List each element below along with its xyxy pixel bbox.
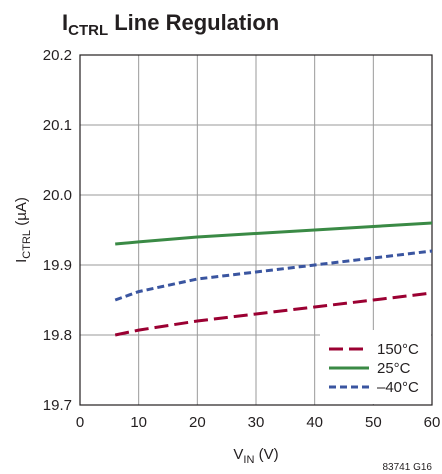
chart-title-subscript: CTRL <box>68 22 108 39</box>
y-tick-label: 19.7 <box>43 397 72 414</box>
figure-id: 83741 G16 <box>383 462 433 473</box>
legend-label: 150°C <box>377 341 419 358</box>
y-axis-label-rest: (µA) <box>13 197 30 230</box>
y-tick-label: 20.1 <box>43 117 72 134</box>
data-series <box>114 221 433 337</box>
series-line <box>114 291 433 337</box>
plot-frame <box>79 54 433 406</box>
y-axis-label-main: I <box>13 259 30 263</box>
series-line <box>115 221 433 246</box>
y-tick-label: 20.2 <box>43 47 72 64</box>
x-tick-label: 40 <box>306 414 323 431</box>
y-axis-ticks: 19.7 19.8 19.9 20.0 20.1 20.2 <box>43 47 72 414</box>
y-tick-label: 20.0 <box>43 187 72 204</box>
x-axis-ticks: 0 10 20 30 40 50 60 <box>76 414 441 431</box>
y-tick-label: 19.9 <box>43 257 72 274</box>
x-tick-label: 50 <box>365 414 382 431</box>
x-tick-label: 20 <box>189 414 206 431</box>
x-axis-label-rest: (V) <box>254 446 278 463</box>
x-tick-label: 30 <box>248 414 265 431</box>
chart-title: ICTRL Line Regulation <box>62 10 279 39</box>
y-tick-label: 19.8 <box>43 327 72 344</box>
x-axis-label-subscript: IN <box>243 454 254 466</box>
legend: 150°C 25°C –40°C <box>329 341 419 396</box>
legend-label: –40°C <box>377 379 419 396</box>
chart-title-rest: Line Regulation <box>108 10 279 35</box>
legend-label: 25°C <box>377 360 411 377</box>
x-axis-label: VIN (V) <box>233 446 278 466</box>
chart-title-main: I <box>62 10 68 35</box>
x-tick-label: 60 <box>424 414 441 431</box>
x-tick-label: 10 <box>130 414 147 431</box>
y-axis-label: ICTRL (µA) <box>13 197 33 263</box>
y-axis-label-subscript: CTRL <box>21 230 33 259</box>
x-tick-label: 0 <box>76 414 84 431</box>
series-line <box>114 249 433 302</box>
x-axis-label-main: V <box>233 446 243 463</box>
